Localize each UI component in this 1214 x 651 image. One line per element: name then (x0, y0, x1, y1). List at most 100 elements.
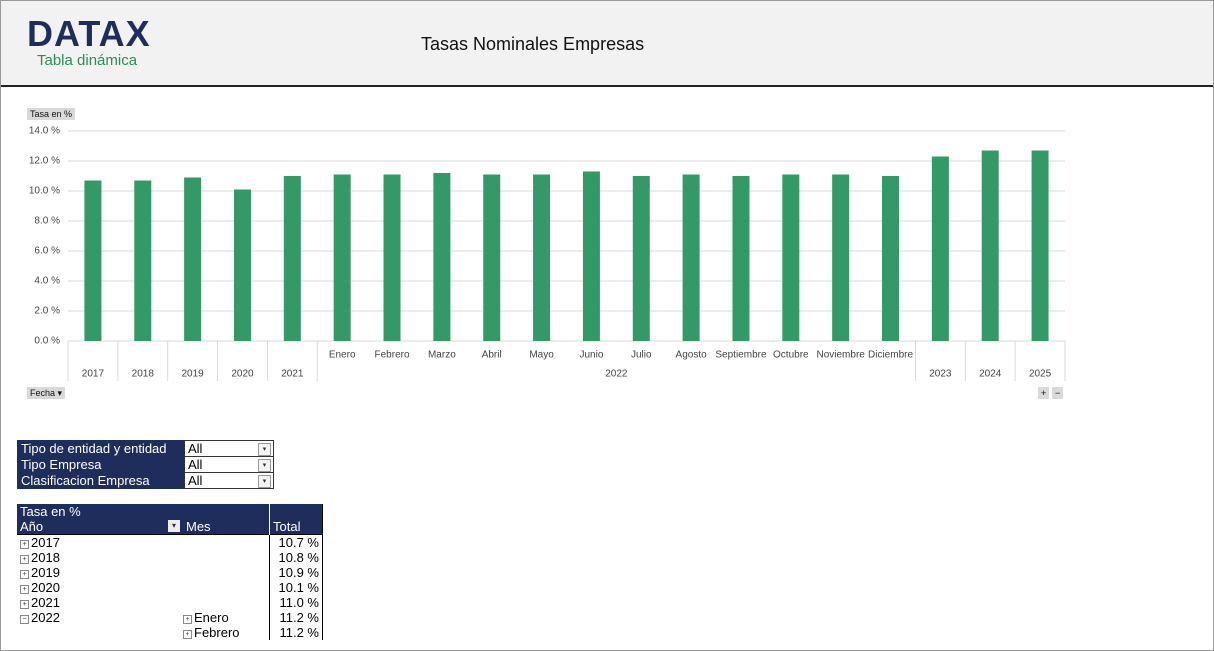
x-group-label: 2019 (182, 369, 205, 380)
y-tick-label: 12.0 % (29, 156, 60, 167)
pivot-cell-text: 2021 (31, 595, 60, 610)
x-group-label: 2021 (281, 369, 304, 380)
pivot-cell: 10.9 % (269, 565, 323, 580)
header: DATAX Tabla dinámica Tasas Nominales Emp… (1, 1, 1213, 87)
pivot-cell-text: 11.0 % (279, 595, 319, 610)
x-tick-label: Octubre (773, 350, 809, 361)
logo: DATAX (27, 13, 151, 54)
filter-label: Tipo Empresa (17, 456, 185, 473)
x-tick-label: Enero (329, 350, 356, 361)
pivot-cell: 10.8 % (269, 550, 323, 565)
bar (184, 177, 202, 341)
bar (682, 174, 700, 341)
pivot-cell-text: 10.7 % (278, 535, 319, 550)
bar (433, 173, 451, 341)
expand-icon[interactable]: + (20, 600, 29, 609)
x-tick-label: Agosto (676, 350, 708, 361)
pivot-cell: 11.2 % (269, 625, 323, 640)
dropdown-button[interactable]: ▾ (258, 459, 271, 472)
pivot-cell (183, 550, 270, 565)
pivot-cell-text: 10.8 % (278, 550, 319, 565)
x-tick-label: Febrero (375, 350, 410, 361)
x-tick-label: Marzo (428, 350, 456, 361)
pivot-cell-text: 10.1 % (278, 580, 319, 595)
subtitle: Tabla dinámica (37, 52, 138, 69)
x-group-label: 2022 (605, 369, 628, 380)
value-field-button[interactable]: Tasa en % (27, 108, 76, 120)
pivot-header-row: Año ▾ Mes Total (17, 519, 323, 535)
filter-value-text: All (188, 441, 203, 456)
bar (782, 174, 800, 341)
bar (533, 174, 551, 341)
column-header-text: Total (273, 519, 301, 534)
x-tick-label: Mayo (529, 350, 554, 361)
pivot-cell: 11.2 % (269, 610, 323, 625)
bar (1031, 150, 1049, 341)
bar (582, 171, 600, 341)
expand-icon[interactable]: + (183, 630, 192, 639)
pivot-table: Tasa en % Año ▾ Mes Total +2017 10.7 % +2018 10.… (17, 504, 323, 640)
pivot-cell-text: Febrero (194, 625, 240, 640)
filter-value[interactable]: All ▾ (184, 440, 274, 457)
dropdown-button[interactable]: ▾ (258, 475, 271, 488)
column-header-text: Mes (186, 519, 211, 534)
expand-icon[interactable]: + (20, 540, 29, 549)
pivot-title: Tasa en % (17, 504, 183, 519)
filter-row: Tipo Empresa All ▾ (17, 456, 274, 473)
filter-button[interactable]: ▾ (168, 520, 180, 532)
y-tick-label: 10.0 % (29, 186, 60, 197)
bar (931, 156, 949, 341)
filter-label: Clasificacion Empresa (17, 472, 185, 489)
filter-value[interactable]: All ▾ (184, 456, 274, 473)
y-tick-label: 0.0 % (34, 336, 60, 347)
expand-button[interactable]: + (1038, 387, 1050, 399)
filter-value-text: All (188, 457, 203, 472)
axis-field-label: Fecha (30, 388, 56, 398)
filter-row: Clasificacion Empresa All ▾ (17, 472, 274, 489)
expand-icon[interactable]: + (20, 585, 29, 594)
expand-icon[interactable]: + (183, 615, 192, 624)
bar (233, 189, 251, 341)
y-tick-label: 8.0 % (34, 216, 60, 227)
expand-icon[interactable]: + (20, 555, 29, 564)
x-group-label: 2025 (1029, 369, 1052, 380)
collapse-button[interactable]: − (1052, 387, 1064, 399)
pivot-cell-text: 2019 (31, 565, 60, 580)
filter-value[interactable]: All ▾ (184, 472, 274, 489)
pivot-cell-text: 2018 (31, 550, 60, 565)
x-group-label: 2024 (979, 369, 1002, 380)
pivot-header-cell (269, 504, 323, 519)
pivot-cell: +2019 (17, 565, 183, 580)
title: Tasas Nominales Empresas (421, 34, 645, 54)
dropdown-button[interactable]: ▾ (258, 443, 271, 456)
pivot-row: +2019 10.9 % (17, 565, 323, 580)
pivot-row: +2021 11.0 % (17, 595, 323, 610)
x-group-label: 2023 (929, 369, 952, 380)
pivot-row: +2018 10.8 % (17, 550, 323, 565)
x-group-label: 2017 (82, 369, 105, 380)
x-group-label: 2018 (132, 369, 155, 380)
y-tick-label: 6.0 % (34, 246, 60, 257)
pivot-row: −2022 + Enero 11.2 % (17, 610, 323, 625)
axis-field-button[interactable]: Fecha ▾ (27, 387, 66, 399)
column-header: Año ▾ (17, 519, 183, 535)
pivot-cell (17, 625, 183, 640)
pivot-cell: +2020 (17, 580, 183, 595)
expand-icon[interactable]: − (20, 615, 29, 624)
pivot-cell (183, 565, 270, 580)
x-tick-label: Julio (631, 350, 652, 361)
pivot-cell: +2018 (17, 550, 183, 565)
bar (483, 174, 501, 341)
pivot-cell: 11.0 % (269, 595, 323, 610)
pivot-cell-text: 2022 (31, 610, 60, 625)
pivot-cell (183, 534, 270, 550)
x-tick-label: Septiembre (715, 350, 767, 361)
x-tick-label: Noviembre (816, 350, 865, 361)
pivot-cell: 10.1 % (269, 580, 323, 595)
bar (882, 176, 900, 341)
expand-icon[interactable]: + (20, 570, 29, 579)
x-tick-label: Junio (579, 350, 603, 361)
pivot-cell-text: 11.2 % (279, 625, 319, 640)
pivot-header-cell (183, 504, 270, 519)
